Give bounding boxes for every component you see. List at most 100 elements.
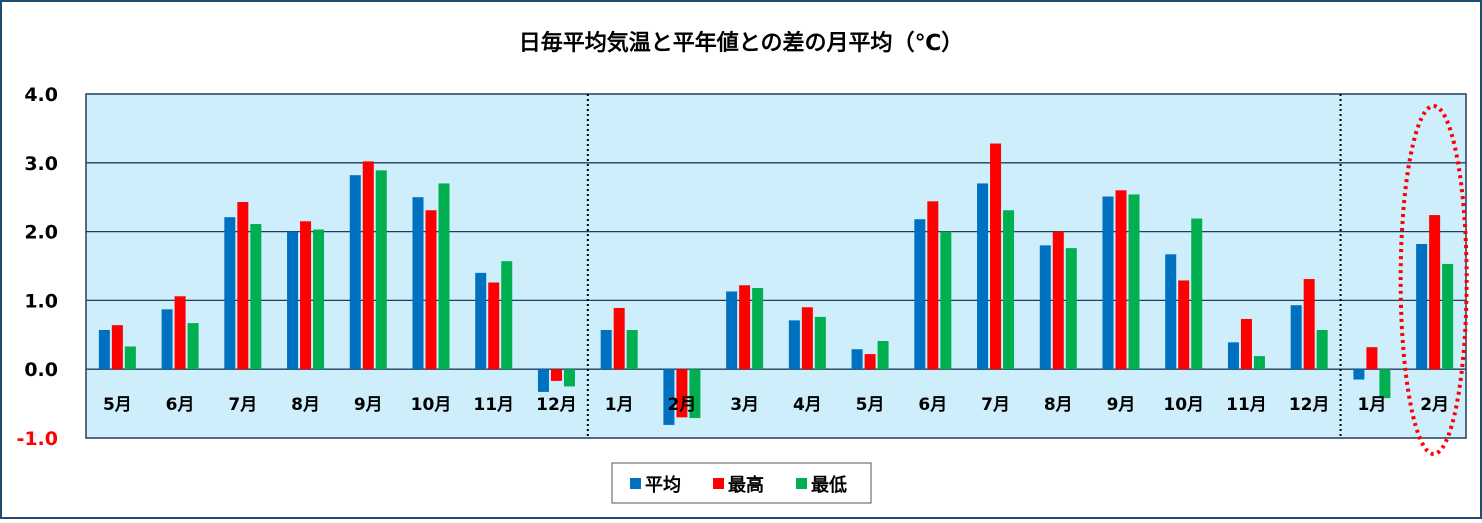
x-tick-label: 8月	[291, 395, 320, 415]
bar-最低	[626, 329, 638, 370]
x-tick-label: 10月	[1163, 395, 1204, 415]
bar-最高	[1429, 215, 1441, 370]
x-tick-label: 3月	[730, 395, 759, 415]
bar-最高	[111, 325, 123, 370]
legend-label: 平均	[645, 474, 681, 496]
legend-swatch	[630, 478, 641, 489]
bar-最高	[1303, 279, 1315, 370]
bar-最低	[1191, 218, 1203, 370]
bar-最低	[752, 288, 764, 370]
bar-最高	[801, 307, 813, 370]
bar-最高	[174, 296, 186, 370]
bar-最低	[375, 170, 387, 370]
bar-平均	[914, 219, 926, 370]
bar-最低	[1253, 356, 1265, 370]
bar-最高	[990, 143, 1002, 370]
bar-平均	[412, 197, 424, 370]
bar-平均	[287, 231, 299, 370]
x-tick-label: 7月	[981, 395, 1010, 415]
bar-最高	[613, 307, 625, 370]
bar-最低	[1128, 194, 1140, 370]
bar-最低	[1065, 248, 1077, 370]
bar-最高	[1366, 347, 1378, 370]
bar-最高	[739, 285, 751, 370]
y-tick-label: -1.0	[16, 428, 58, 450]
x-tick-label: 2月	[667, 395, 696, 415]
bar-最高	[864, 354, 876, 370]
x-tick-label: 1月	[605, 395, 634, 415]
bar-最低	[1316, 329, 1328, 370]
chart-title: 日毎平均気温と平年値との差の月平均（℃）	[519, 30, 963, 56]
x-tick-label: 9月	[354, 395, 383, 415]
x-tick-label: 4月	[793, 395, 822, 415]
legend-label: 最高	[728, 474, 764, 496]
x-tick-label: 1月	[1357, 395, 1386, 415]
bar-平均	[1039, 245, 1051, 370]
legend-swatch	[796, 478, 807, 489]
bar-最高	[488, 282, 500, 370]
bar-最低	[689, 369, 701, 419]
bar-最低	[563, 369, 575, 387]
x-tick-label: 6月	[918, 395, 947, 415]
bar-最高	[1240, 318, 1252, 370]
bar-平均	[349, 175, 361, 370]
highlight-ellipse	[1398, 104, 1469, 456]
x-tick-label: 12月	[536, 395, 577, 415]
x-tick-label: 11月	[473, 395, 514, 415]
bar-平均	[161, 309, 173, 370]
y-tick-label: 4.0	[24, 84, 58, 106]
bar-平均	[1353, 369, 1365, 380]
y-tick-label: 2.0	[24, 222, 58, 244]
bar-最低	[313, 229, 325, 370]
bar-平均	[663, 369, 675, 425]
bar-平均	[475, 272, 487, 370]
bar-最高	[425, 210, 437, 370]
bar-最低	[1379, 369, 1391, 399]
bar-平均	[1102, 196, 1114, 370]
x-tick-label: 10月	[411, 395, 452, 415]
bar-平均	[977, 183, 989, 370]
bar-平均	[851, 349, 863, 370]
bar-平均	[98, 329, 110, 370]
bar-最高	[300, 221, 312, 370]
x-tick-label: 12月	[1289, 395, 1330, 415]
x-tick-label: 6月	[166, 395, 195, 415]
bar-最高	[237, 202, 249, 370]
x-tick-label: 7月	[228, 395, 257, 415]
bar-平均	[788, 320, 800, 370]
bar-平均	[600, 329, 612, 370]
legend: 平均 最高 最低	[611, 462, 872, 504]
bar-最低	[124, 346, 136, 370]
bar-平均	[1227, 342, 1239, 370]
bar-最低	[438, 183, 450, 370]
bar-最低	[187, 323, 199, 370]
legend-label: 最低	[811, 474, 847, 496]
x-tick-label: 9月	[1107, 395, 1136, 415]
legend-box	[611, 462, 872, 504]
legend-swatch	[713, 478, 724, 489]
x-tick-label: 8月	[1044, 395, 1073, 415]
bar-最高	[550, 369, 562, 381]
y-tick-label: 3.0	[24, 153, 58, 175]
x-tick-label: 5月	[103, 395, 132, 415]
bar-最低	[501, 261, 513, 370]
bar-最低	[1003, 210, 1015, 370]
bar-平均	[1165, 254, 1177, 370]
y-tick-label: 1.0	[24, 290, 58, 312]
bar-平均	[224, 217, 236, 370]
x-tick-label: 11月	[1226, 395, 1267, 415]
x-tick-label: 5月	[856, 395, 885, 415]
bar-最高	[362, 161, 374, 370]
x-tick-label: 2月	[1420, 395, 1449, 415]
bar-平均	[1416, 243, 1428, 370]
y-tick-label: 0.0	[24, 359, 58, 381]
bar-最高	[927, 201, 939, 370]
bar-最高	[1178, 280, 1190, 370]
bar-最高	[1052, 231, 1064, 370]
bar-最低	[1442, 263, 1454, 370]
bar-平均	[1290, 305, 1302, 370]
bar-最低	[940, 231, 952, 370]
bar-最高	[676, 369, 688, 418]
bar-最高	[1115, 190, 1127, 370]
